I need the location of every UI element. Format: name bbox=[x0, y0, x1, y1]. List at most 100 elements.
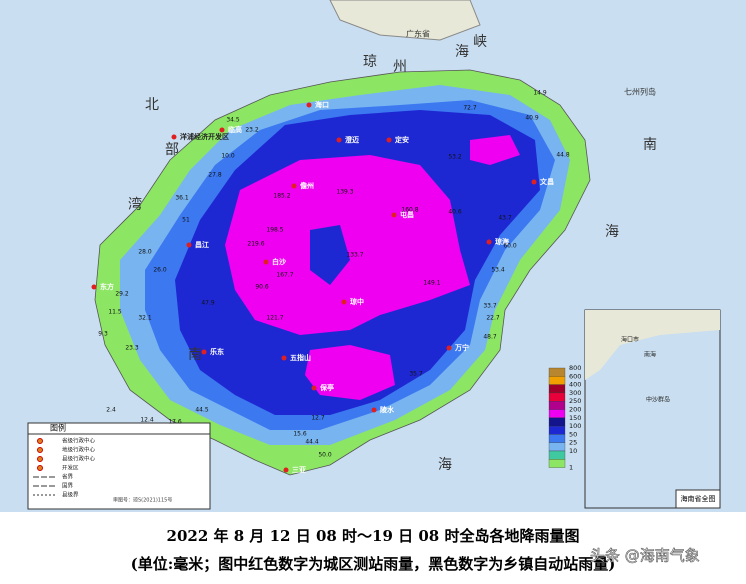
station-value: 26.0 bbox=[153, 267, 167, 274]
scale-swatch bbox=[548, 434, 566, 443]
scale-swatch bbox=[548, 425, 566, 435]
station-value: 53.4 bbox=[491, 267, 505, 274]
station-value: 44.8 bbox=[556, 152, 570, 159]
station-value: 23.3 bbox=[125, 345, 139, 352]
city-label: 儋州 bbox=[300, 181, 314, 190]
title: 2022 年 8 月 12 日 08 时～19 日 08 时全岛各地降雨量图 bbox=[167, 527, 580, 545]
station-value: 44.5 bbox=[195, 407, 209, 414]
station-value: 11.5 bbox=[108, 309, 122, 316]
city-marker bbox=[336, 137, 342, 143]
scale-label: 300 bbox=[569, 389, 581, 397]
station-value: 149.1 bbox=[423, 280, 440, 287]
city-label: 海口 bbox=[315, 100, 329, 109]
station-value: 53.2 bbox=[448, 154, 462, 161]
city-marker bbox=[341, 299, 347, 305]
legend-box bbox=[27, 422, 211, 510]
city-marker bbox=[171, 134, 177, 140]
sea-label: 南 bbox=[643, 137, 657, 153]
inset-title: 海南省全图 bbox=[681, 494, 716, 503]
inset-land bbox=[585, 310, 720, 380]
sea-label: 七州列岛 bbox=[624, 87, 656, 97]
city-marker bbox=[281, 355, 287, 361]
city-label: 定安 bbox=[395, 135, 409, 144]
city-label: 屯昌 bbox=[400, 210, 414, 219]
city-label: 东方 bbox=[100, 282, 114, 291]
city-marker bbox=[201, 349, 207, 355]
scale-swatch bbox=[548, 367, 566, 377]
station-value: 90.6 bbox=[255, 284, 269, 291]
city-label: 临高 bbox=[228, 125, 242, 134]
station-value: 40.6 bbox=[448, 209, 462, 216]
city-marker bbox=[446, 345, 452, 351]
sea-label: 海 bbox=[605, 224, 619, 240]
watermark: 头条 @海南气象 bbox=[590, 547, 700, 565]
city-marker bbox=[386, 137, 392, 143]
scale-swatch bbox=[548, 450, 566, 460]
sea-label: 北 bbox=[145, 97, 159, 113]
scale-swatch bbox=[548, 417, 566, 427]
approval: 审图号：琼S(2021)115号 bbox=[113, 497, 172, 504]
city-label: 万宁 bbox=[454, 343, 469, 352]
city-label: 琼海 bbox=[495, 237, 509, 246]
sea-label: 湾 bbox=[128, 196, 142, 213]
city-marker bbox=[219, 127, 225, 133]
scale-label: 600 bbox=[569, 372, 581, 380]
station-value: 167.7 bbox=[276, 272, 293, 279]
city-marker bbox=[283, 467, 289, 473]
station-value: 50.0 bbox=[318, 452, 332, 459]
station-value: 10.0 bbox=[221, 153, 235, 160]
city-marker bbox=[531, 179, 537, 185]
scale-swatch bbox=[548, 401, 566, 410]
city-label: 保亭 bbox=[319, 383, 334, 392]
station-value: 48.7 bbox=[483, 334, 497, 341]
scale-label: 25 bbox=[569, 439, 577, 447]
city-label: 昌江 bbox=[195, 240, 209, 249]
station-value: 36.1 bbox=[175, 195, 189, 202]
city-label: 白沙 bbox=[272, 257, 286, 266]
station-value: 23.2 bbox=[245, 127, 259, 134]
scale-swatch bbox=[548, 459, 566, 468]
city-label: 文昌 bbox=[540, 177, 554, 186]
legend-symbol bbox=[37, 465, 43, 471]
station-value: 27.8 bbox=[208, 172, 222, 179]
station-value: 139.3 bbox=[336, 189, 353, 196]
station-value: 43.7 bbox=[498, 215, 512, 222]
legend-symbol bbox=[37, 456, 43, 462]
scale-swatch bbox=[548, 442, 566, 452]
rain-200-east bbox=[470, 135, 520, 165]
rain-200 bbox=[225, 155, 470, 335]
station-value: 2.4 bbox=[106, 407, 116, 414]
city-label: 五指山 bbox=[290, 353, 311, 362]
legend-label: 省级行政中心 bbox=[62, 437, 96, 445]
scale-label: 250 bbox=[569, 397, 581, 405]
scale-label: 10 bbox=[569, 447, 577, 455]
legend-label: 开发区 bbox=[62, 464, 79, 472]
station-value: 219.6 bbox=[247, 241, 264, 248]
station-value: 35.7 bbox=[409, 371, 423, 378]
station-value: 47.9 bbox=[201, 300, 215, 307]
station-value: 15.6 bbox=[293, 431, 307, 438]
station-value: 32.1 bbox=[138, 315, 152, 322]
legend-label: 县级界 bbox=[62, 491, 79, 499]
scale-label: 150 bbox=[569, 414, 581, 422]
legend-symbol bbox=[37, 447, 43, 453]
legend-title: 图例 bbox=[50, 423, 66, 433]
scale-label: 400 bbox=[569, 381, 581, 389]
legend-symbol bbox=[37, 438, 43, 444]
scale-label: 200 bbox=[569, 406, 581, 414]
city-label: 三亚 bbox=[292, 466, 306, 474]
inset-label: 中沙群岛 bbox=[646, 396, 670, 404]
city-marker bbox=[263, 259, 269, 265]
station-value: 40.9 bbox=[525, 115, 539, 122]
sea-label: 琼 bbox=[363, 54, 377, 70]
station-value: 34.5 bbox=[226, 117, 240, 124]
city-marker bbox=[391, 212, 397, 218]
station-value: 22.7 bbox=[486, 315, 500, 322]
sea-label: 峡 bbox=[473, 34, 487, 50]
scale-swatch bbox=[548, 409, 566, 418]
rain-200-south bbox=[305, 345, 395, 400]
mainland bbox=[329, 0, 481, 41]
sea-label: 海 bbox=[438, 457, 452, 473]
